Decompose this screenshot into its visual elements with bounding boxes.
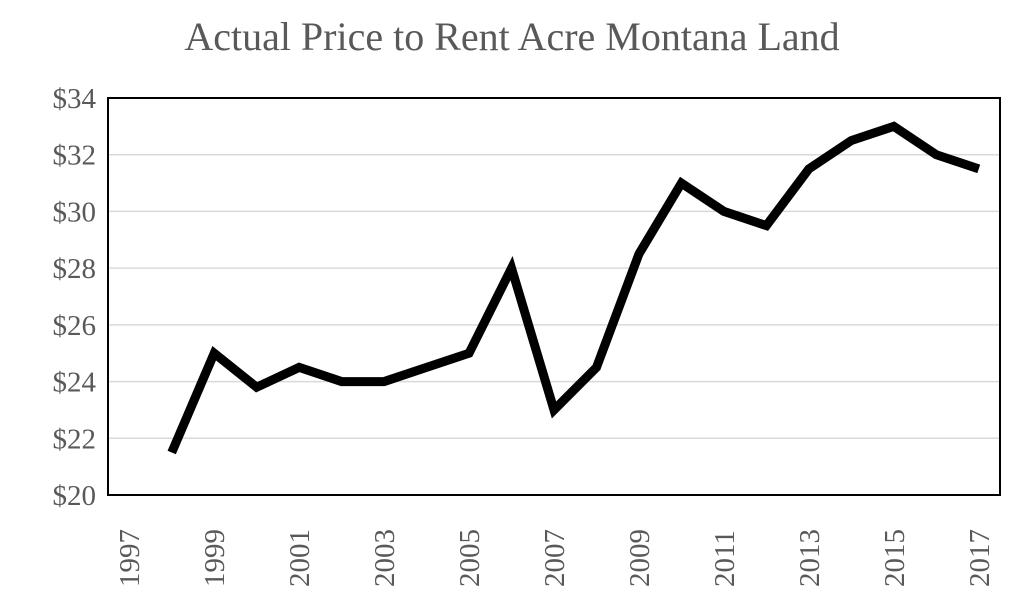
x-tick-label: 2001: [284, 529, 316, 587]
y-tick-label: $28: [53, 253, 97, 285]
y-tick-label: $26: [53, 310, 97, 342]
y-tick-label: $22: [53, 423, 97, 455]
x-axis: 1997 1999 2001 2003 2005 2007 2009 2011 2013 2015…: [114, 529, 996, 587]
x-tick-label: 2011: [709, 530, 741, 587]
plot-area-border: [107, 97, 1001, 496]
x-tick-label: 1997: [114, 529, 146, 587]
x-tick-label: 2015: [879, 529, 911, 587]
y-tick-label: $30: [53, 196, 97, 228]
y-tick-label: $24: [53, 367, 97, 399]
x-tick-label: 1999: [199, 529, 231, 587]
y-tick-label: $34: [53, 83, 97, 115]
x-tick-label: 2007: [539, 529, 571, 587]
series-line: [167, 121, 981, 455]
chart-title: Actual Price to Rent Acre Montana Land: [184, 14, 839, 59]
x-tick-label: 2009: [624, 529, 656, 587]
y-tick-label: $32: [53, 140, 97, 172]
gridlines: [108, 97, 1000, 496]
y-tick-label: $20: [53, 480, 97, 512]
x-tick-label: 2005: [454, 529, 486, 587]
y-axis: $20 $22 $24 $26 $28 $30 $32 $34: [53, 83, 97, 512]
x-tick-label: 2003: [369, 529, 401, 587]
x-tick-label: 2017: [964, 529, 996, 587]
series-layer: [167, 121, 981, 455]
x-tick-label: 2013: [794, 529, 826, 587]
